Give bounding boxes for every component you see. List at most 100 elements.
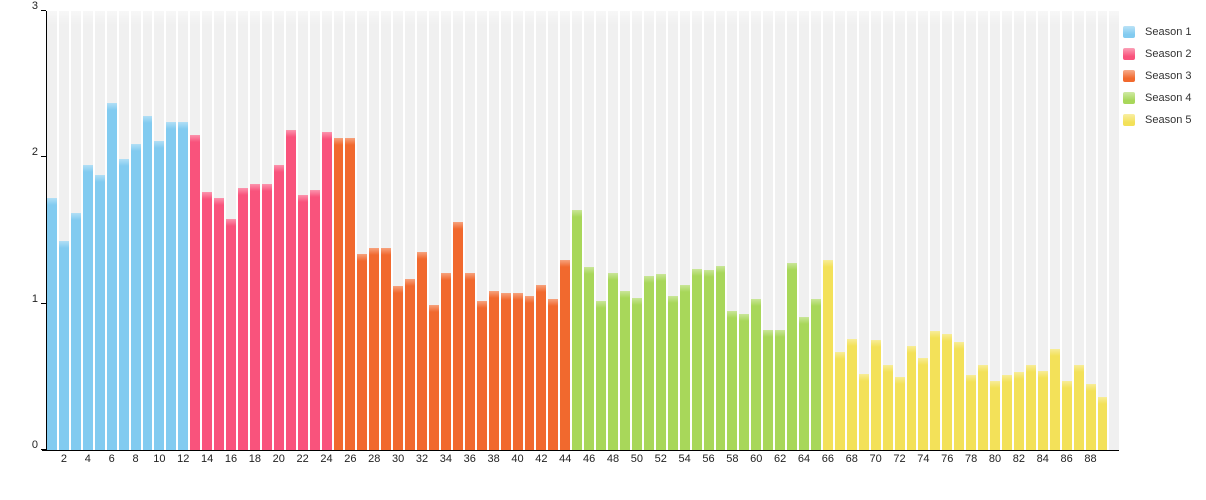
bar-season-4-episode-60[interactable] xyxy=(751,299,762,450)
legend-item-season-3[interactable]: Season 3 xyxy=(1123,65,1191,87)
bar-season-3-episode-40[interactable] xyxy=(512,293,523,450)
bar-season-5-episode-84[interactable] xyxy=(1037,370,1048,450)
bar-season-5-episode-81[interactable] xyxy=(1002,375,1012,450)
bar-season-5-episode-73[interactable] xyxy=(906,346,917,450)
bar-season-5-episode-88[interactable] xyxy=(1085,384,1096,450)
bar-season-5-episode-71[interactable] xyxy=(882,365,893,450)
bar-season-1-episode-6[interactable] xyxy=(106,103,117,450)
bar-season-2-episode-19[interactable] xyxy=(261,183,272,450)
bar-season-2-episode-15[interactable] xyxy=(214,198,225,450)
bar-season-3-episode-26[interactable] xyxy=(345,138,356,450)
bar-season-5-episode-66[interactable] xyxy=(822,259,833,450)
x-tick-label-38: 38 xyxy=(487,453,500,465)
bar-season-4-episode-50[interactable] xyxy=(631,297,642,450)
bar-season-4-episode-46[interactable] xyxy=(584,267,595,450)
bar-season-4-episode-52[interactable] xyxy=(655,274,666,450)
bar-season-4-episode-45[interactable] xyxy=(572,210,583,450)
bar-season-1-episode-7[interactable] xyxy=(118,158,129,450)
bar-season-5-episode-69[interactable] xyxy=(858,373,869,450)
bar-season-3-episode-32[interactable] xyxy=(417,252,427,450)
bar-season-4-episode-58[interactable] xyxy=(727,310,738,450)
bar-season-2-episode-24[interactable] xyxy=(321,132,332,450)
bar-season-4-episode-53[interactable] xyxy=(667,296,678,450)
bar-season-3-episode-29[interactable] xyxy=(381,248,392,450)
bar-season-3-episode-30[interactable] xyxy=(393,286,404,450)
bar-season-5-episode-82[interactable] xyxy=(1013,372,1024,450)
bar-season-1-episode-5[interactable] xyxy=(94,174,105,450)
bar-season-5-episode-89[interactable] xyxy=(1097,397,1108,450)
bar-season-3-episode-28[interactable] xyxy=(369,248,380,450)
bar-season-4-episode-64[interactable] xyxy=(799,316,809,450)
bar-season-5-episode-68[interactable] xyxy=(846,338,857,450)
bar-season-4-episode-47[interactable] xyxy=(596,300,607,450)
bar-season-4-episode-48[interactable] xyxy=(608,272,618,450)
bar-season-3-episode-31[interactable] xyxy=(405,278,416,450)
x-tick-label-22: 22 xyxy=(296,453,309,465)
bar-season-3-episode-41[interactable] xyxy=(524,296,535,450)
bar-season-1-episode-12[interactable] xyxy=(178,122,189,450)
bar-season-5-episode-79[interactable] xyxy=(978,365,989,450)
bar-season-3-episode-37[interactable] xyxy=(476,300,487,450)
bar-season-3-episode-42[interactable] xyxy=(536,284,547,450)
bar-season-2-episode-16[interactable] xyxy=(226,218,236,450)
bar-season-5-episode-87[interactable] xyxy=(1073,365,1084,450)
bar-slot-episode-65 xyxy=(811,11,821,450)
bar-season-2-episode-20[interactable] xyxy=(273,164,284,450)
bar-season-1-episode-4[interactable] xyxy=(82,164,93,450)
bar-season-3-episode-39[interactable] xyxy=(500,293,511,450)
bar-season-3-episode-27[interactable] xyxy=(357,253,368,450)
bar-season-3-episode-34[interactable] xyxy=(440,272,451,450)
bar-season-4-episode-54[interactable] xyxy=(679,284,690,450)
bar-season-5-episode-78[interactable] xyxy=(966,375,977,450)
bar-season-4-episode-63[interactable] xyxy=(787,262,798,450)
bar-season-2-episode-14[interactable] xyxy=(202,192,213,450)
bar-season-5-episode-72[interactable] xyxy=(894,376,905,450)
bar-slot-episode-43 xyxy=(548,11,559,450)
bar-season-2-episode-13[interactable] xyxy=(190,135,201,450)
bar-slot-episode-19 xyxy=(261,11,272,450)
bar-season-5-episode-85[interactable] xyxy=(1049,349,1060,450)
bar-season-5-episode-86[interactable] xyxy=(1061,381,1072,450)
bar-season-4-episode-59[interactable] xyxy=(739,313,750,450)
bar-season-3-episode-38[interactable] xyxy=(488,290,499,450)
bar-season-4-episode-55[interactable] xyxy=(691,268,702,450)
legend-item-season-5[interactable]: Season 5 xyxy=(1123,109,1191,131)
bar-season-4-episode-65[interactable] xyxy=(811,299,821,450)
bar-season-1-episode-11[interactable] xyxy=(166,122,177,450)
bar-season-5-episode-80[interactable] xyxy=(990,381,1000,450)
bar-season-5-episode-70[interactable] xyxy=(870,340,881,450)
bar-season-3-episode-25[interactable] xyxy=(333,138,344,450)
bar-season-1-episode-9[interactable] xyxy=(142,116,153,450)
legend-item-season-4[interactable]: Season 4 xyxy=(1123,87,1191,109)
bar-season-5-episode-74[interactable] xyxy=(918,357,929,450)
bar-season-3-episode-36[interactable] xyxy=(464,272,475,450)
bar-season-1-episode-10[interactable] xyxy=(154,141,165,450)
bar-season-4-episode-49[interactable] xyxy=(620,290,630,450)
bar-season-4-episode-61[interactable] xyxy=(763,330,774,450)
bar-season-1-episode-8[interactable] xyxy=(130,144,141,450)
bar-season-5-episode-75[interactable] xyxy=(930,331,941,450)
bar-season-3-episode-44[interactable] xyxy=(560,259,571,450)
bar-season-3-episode-33[interactable] xyxy=(429,305,439,450)
bar-season-4-episode-56[interactable] xyxy=(703,270,714,450)
bar-season-5-episode-83[interactable] xyxy=(1025,365,1036,450)
bar-season-1-episode-3[interactable] xyxy=(70,212,81,450)
bar-season-1-episode-1[interactable] xyxy=(47,198,57,450)
bar-slot-episode-47 xyxy=(596,11,607,450)
legend-item-season-1[interactable]: Season 1 xyxy=(1123,21,1191,43)
bar-season-1-episode-2[interactable] xyxy=(58,240,69,450)
bar-season-2-episode-22[interactable] xyxy=(297,195,308,450)
bar-season-2-episode-21[interactable] xyxy=(285,129,296,450)
bar-season-4-episode-57[interactable] xyxy=(715,265,726,450)
bar-season-5-episode-67[interactable] xyxy=(834,351,845,450)
legend-item-season-2[interactable]: Season 2 xyxy=(1123,43,1191,65)
bar-season-3-episode-35[interactable] xyxy=(452,221,463,450)
bar-season-5-episode-77[interactable] xyxy=(954,341,965,450)
bar-season-2-episode-23[interactable] xyxy=(309,189,320,450)
bar-season-2-episode-18[interactable] xyxy=(249,183,260,450)
bar-season-4-episode-62[interactable] xyxy=(775,330,786,450)
bar-season-4-episode-51[interactable] xyxy=(643,275,654,450)
bar-season-2-episode-17[interactable] xyxy=(238,188,248,450)
bar-season-5-episode-76[interactable] xyxy=(942,334,953,450)
bar-season-3-episode-43[interactable] xyxy=(548,299,559,450)
